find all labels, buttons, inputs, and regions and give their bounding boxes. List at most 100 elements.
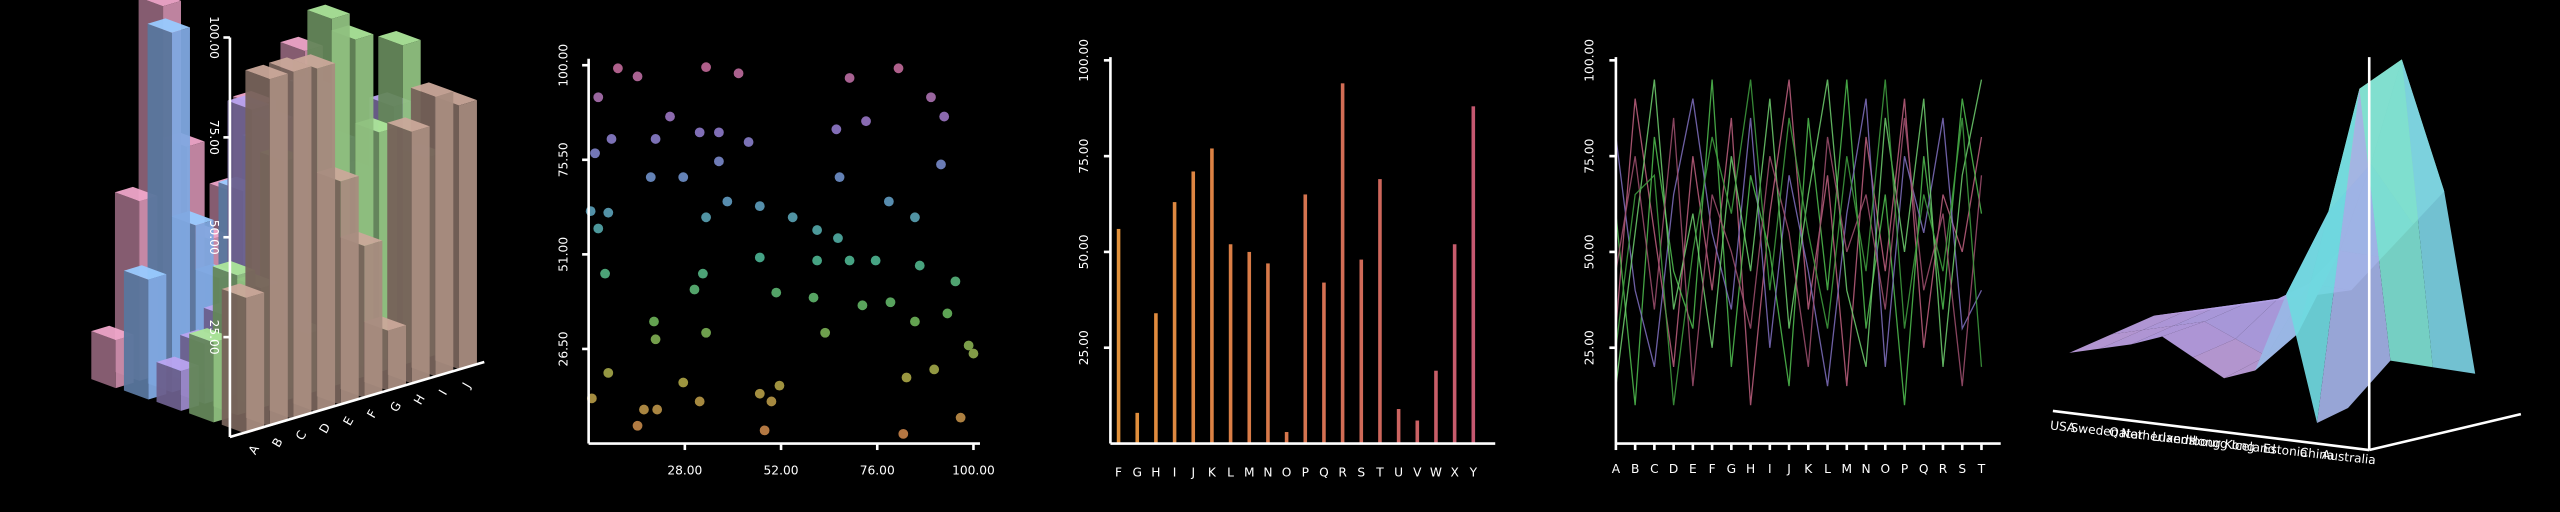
bar-side [156,361,181,411]
y-tick-label: 100.00 [1077,39,1091,82]
surface-patch [2173,302,2247,326]
point [844,73,855,83]
point [650,334,661,345]
point [585,206,596,217]
x-tick-label: L [1227,465,1234,479]
x-tick-label: E [1689,462,1697,476]
y-tick-label: 75.50 [557,142,571,177]
surface-patch [2142,307,2216,331]
bar [1434,370,1438,444]
bar-top [146,0,181,7]
bar-top [123,265,167,280]
x-tick-label: L [1824,462,1831,476]
bar-3d [387,117,430,384]
point [733,68,744,79]
x-tick-label: I [436,387,450,397]
x-tick-label: G [387,399,404,414]
depth-axis [2368,412,2522,452]
x-tick-label: F [1709,462,1716,476]
bar [1210,148,1214,444]
x-tick-label: China [2299,445,2335,463]
x-tick-label: Sweden [2070,421,2119,440]
point [844,255,855,266]
surface-patch [2193,338,2267,379]
bar-side [221,288,247,434]
bar-top [245,64,288,80]
surface-patch [2204,298,2278,339]
x-tick-label: B [269,435,285,449]
y-tick-label: 50.00 [1077,234,1091,269]
x-tick-label: A [1612,462,1621,476]
point [759,425,770,436]
point [665,111,675,122]
point [834,172,845,183]
bar-top [221,283,265,298]
x-axis [2052,409,2370,452]
point [929,364,940,375]
point [766,396,777,407]
bar-top [156,356,199,371]
line-series [1615,79,1983,406]
x-tick-label: R [1939,462,1948,476]
bar-front [388,325,407,391]
point [754,388,765,399]
point [701,327,711,338]
bar-front [293,66,312,420]
point [774,380,785,391]
surface-patch [2069,330,2143,353]
bar [1247,251,1252,444]
x-tick-label: A [246,442,263,457]
point [678,377,689,388]
bar-top [307,4,350,19]
x-tick-label: F [1115,465,1122,479]
point [787,212,798,223]
bar-front [172,27,190,393]
y-tick-label: 25.00 [1582,330,1596,365]
bar [1191,171,1196,444]
point [936,159,946,170]
point [593,223,604,234]
bar [1415,420,1420,444]
point [694,127,705,138]
x-tick-label: S [1958,462,1966,476]
point [639,404,649,415]
bar-front [459,100,477,370]
point [968,348,979,359]
x-tick-label: J [1190,465,1195,479]
x-tick-label: Iceland [2231,438,2276,457]
bar [1322,282,1326,444]
x-tick-label: J [1786,462,1791,476]
bar-front [435,91,454,377]
surface-patch [2286,88,2360,423]
x-tick-label: H [1151,465,1160,479]
point [694,396,705,407]
surface-patch [2317,88,2391,423]
point [833,233,843,244]
bar [1284,432,1289,444]
bar-top [212,261,256,276]
x-tick-label: Q [1319,465,1329,479]
bar-top [387,117,430,132]
bar [1452,244,1457,444]
point [701,212,711,223]
surface-patch [2100,325,2174,349]
x-tick-label: USA [2049,418,2076,435]
point [714,156,724,167]
surface-patch [2131,321,2205,345]
bar-top [114,186,158,202]
x-tick-label: Estonia [2262,441,2308,460]
x-tick-label: H [1746,462,1755,476]
bar [1378,179,1382,444]
x-tick-label: M [1842,462,1853,476]
point [883,196,894,207]
x-tick-label: I [1173,465,1177,479]
y-tick-label: 100.00 [1582,39,1596,82]
point [722,196,733,207]
point [820,327,831,338]
x-tick-label: F [364,407,380,420]
x-tick-label: V [1413,465,1422,479]
bar-top [292,54,336,69]
bar [1172,202,1177,444]
point [831,124,842,135]
x-tick-label: U [1394,465,1403,479]
